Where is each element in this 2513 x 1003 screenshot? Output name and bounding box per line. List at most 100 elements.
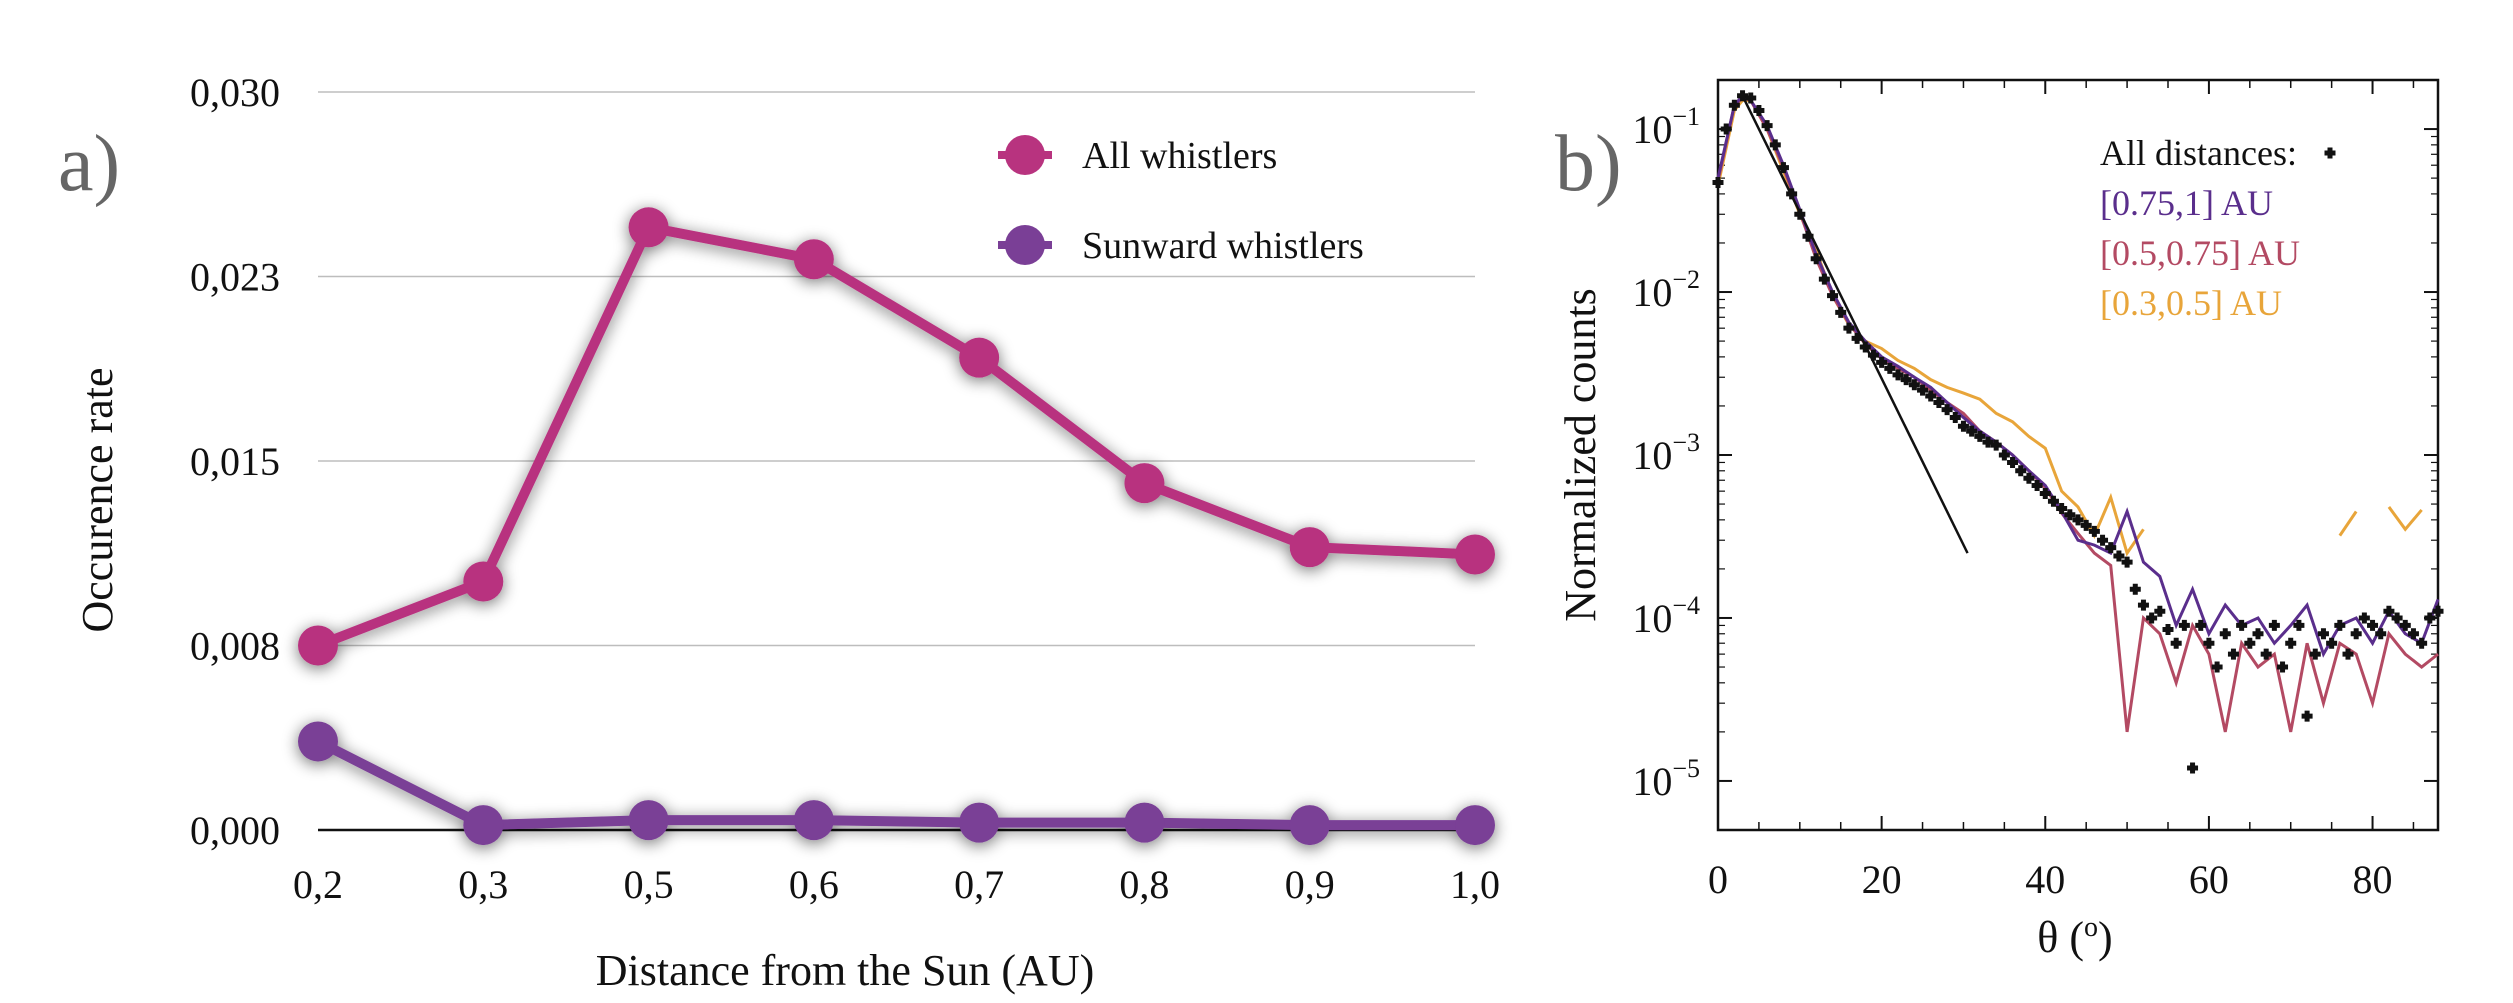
data-point xyxy=(1966,425,1978,437)
data-point xyxy=(2211,661,2223,673)
data-point xyxy=(959,802,1000,843)
data-point xyxy=(1810,253,1822,265)
x-tick-label: 0 xyxy=(1708,857,1728,902)
data-point xyxy=(2227,648,2239,660)
x-tick-label: 1,0 xyxy=(1450,862,1500,907)
data-point xyxy=(2113,550,2125,562)
data-point xyxy=(2039,488,2051,500)
series--0-5-0-75-AU xyxy=(1716,96,2439,733)
panel-b-x-axis-title: θ (o) xyxy=(2037,912,2112,962)
x-tick-label: 0,3 xyxy=(458,862,508,907)
legend-label: All distances: xyxy=(2100,133,2297,173)
y-tick-label: 10−5 xyxy=(1632,754,1700,804)
x-tick-label: 0,6 xyxy=(789,862,839,907)
y-tick-label: 0,023 xyxy=(190,255,280,300)
data-point xyxy=(1769,139,1781,151)
data-point xyxy=(2277,661,2289,673)
data-point xyxy=(1745,92,1757,104)
data-point xyxy=(1728,99,1740,111)
data-point xyxy=(1990,439,2002,451)
legend-label: All whistlers xyxy=(1082,135,1277,177)
data-point xyxy=(2391,612,2403,624)
x-tick-label: 40 xyxy=(2025,857,2065,902)
data-point xyxy=(1941,404,1953,416)
data-point xyxy=(1737,90,1749,102)
data-point xyxy=(2105,542,2117,554)
data-point xyxy=(2407,628,2419,640)
series-line xyxy=(315,736,1475,831)
data-point xyxy=(2007,456,2019,468)
panel-a-legend: All whistlers Sunward whistlers xyxy=(998,135,1364,267)
series--0-75-1-AU xyxy=(1716,93,2440,658)
data-point xyxy=(2162,623,2174,635)
data-point xyxy=(1777,162,1789,174)
data-point xyxy=(1818,273,1830,285)
data-point xyxy=(2293,619,2305,631)
panel-a-label: a) xyxy=(58,120,120,208)
data-point xyxy=(2301,710,2313,722)
y-tick-label: 0,008 xyxy=(190,624,280,669)
legend-label: Sunward whistlers xyxy=(1082,225,1364,267)
data-point xyxy=(2350,628,2362,640)
data-point xyxy=(298,625,338,666)
panel-b-ticks: 0 20 40 60 80 10−5 10−4 10−3 10−2 10−1 xyxy=(1632,79,2438,902)
data-point xyxy=(2056,502,2068,514)
data-point xyxy=(2432,605,2444,617)
data-point xyxy=(1720,123,1732,135)
data-point xyxy=(2088,525,2100,537)
panel-a-y-axis-title: Occurence rate xyxy=(73,367,122,632)
data-point xyxy=(2121,556,2133,568)
data-point xyxy=(1957,420,1969,432)
data-point xyxy=(2064,509,2076,521)
data-point xyxy=(1917,384,1929,396)
data-point xyxy=(1843,322,1855,334)
data-point xyxy=(2219,628,2231,640)
data-point xyxy=(463,561,504,602)
data-point xyxy=(1786,188,1798,200)
series-line-segment xyxy=(2338,510,2358,537)
panel-a-gridlines xyxy=(318,91,1475,832)
data-point xyxy=(1925,390,1937,402)
legend-marker xyxy=(1005,135,1045,175)
data-point xyxy=(2129,583,2141,595)
panel-b-y-axis-title: Normalized counts xyxy=(1556,288,1605,622)
data-point xyxy=(2137,599,2149,611)
data-point xyxy=(2317,628,2329,640)
data-point xyxy=(2031,479,2043,491)
panel-a-series xyxy=(298,207,1495,846)
data-point xyxy=(2154,605,2166,617)
legend-label: [0.3,0.5] AU xyxy=(2100,283,2282,323)
data-point xyxy=(2252,628,2264,640)
data-point xyxy=(1761,120,1773,132)
data-point xyxy=(1933,396,1945,408)
data-point xyxy=(2244,637,2256,649)
data-point xyxy=(2309,648,2321,660)
data-point xyxy=(2416,637,2428,649)
panel-b-series xyxy=(1712,90,2444,774)
data-point xyxy=(2375,628,2387,640)
fit-line xyxy=(1741,95,1969,554)
data-point xyxy=(2146,612,2158,624)
panel-b-label: b) xyxy=(1555,120,1622,208)
data-point xyxy=(2367,619,2379,631)
y-tick-label: 10−3 xyxy=(1632,428,1700,478)
panel-a-x-ticks: 0,2 0,3 0,5 0,6 0,7 0,8 0,9 1,0 xyxy=(293,862,1500,907)
data-point xyxy=(1455,805,1495,846)
x-tick-label: 20 xyxy=(1862,857,1902,902)
data-point xyxy=(2015,465,2027,477)
data-point xyxy=(1892,369,1904,381)
data-point xyxy=(1794,208,1806,220)
y-tick-label: 0,000 xyxy=(190,808,280,853)
x-tick-label: 0,7 xyxy=(954,862,1004,907)
legend-label: [0.75,1] AU xyxy=(2100,183,2273,223)
data-point xyxy=(2195,619,2207,631)
data-point xyxy=(2236,619,2248,631)
panel-b: b) 0 20 40 60 80 10−5 10−4 10−3 10−2 10−1 Normali… xyxy=(1555,78,2444,962)
data-point xyxy=(2097,534,2109,546)
x-tick-label: 0,2 xyxy=(293,862,343,907)
series-sunward-whistlers xyxy=(298,721,1495,846)
x-tick-label: 0,5 xyxy=(624,862,674,907)
data-point xyxy=(1851,332,1863,344)
data-point xyxy=(628,800,669,841)
series-line xyxy=(316,222,1476,651)
